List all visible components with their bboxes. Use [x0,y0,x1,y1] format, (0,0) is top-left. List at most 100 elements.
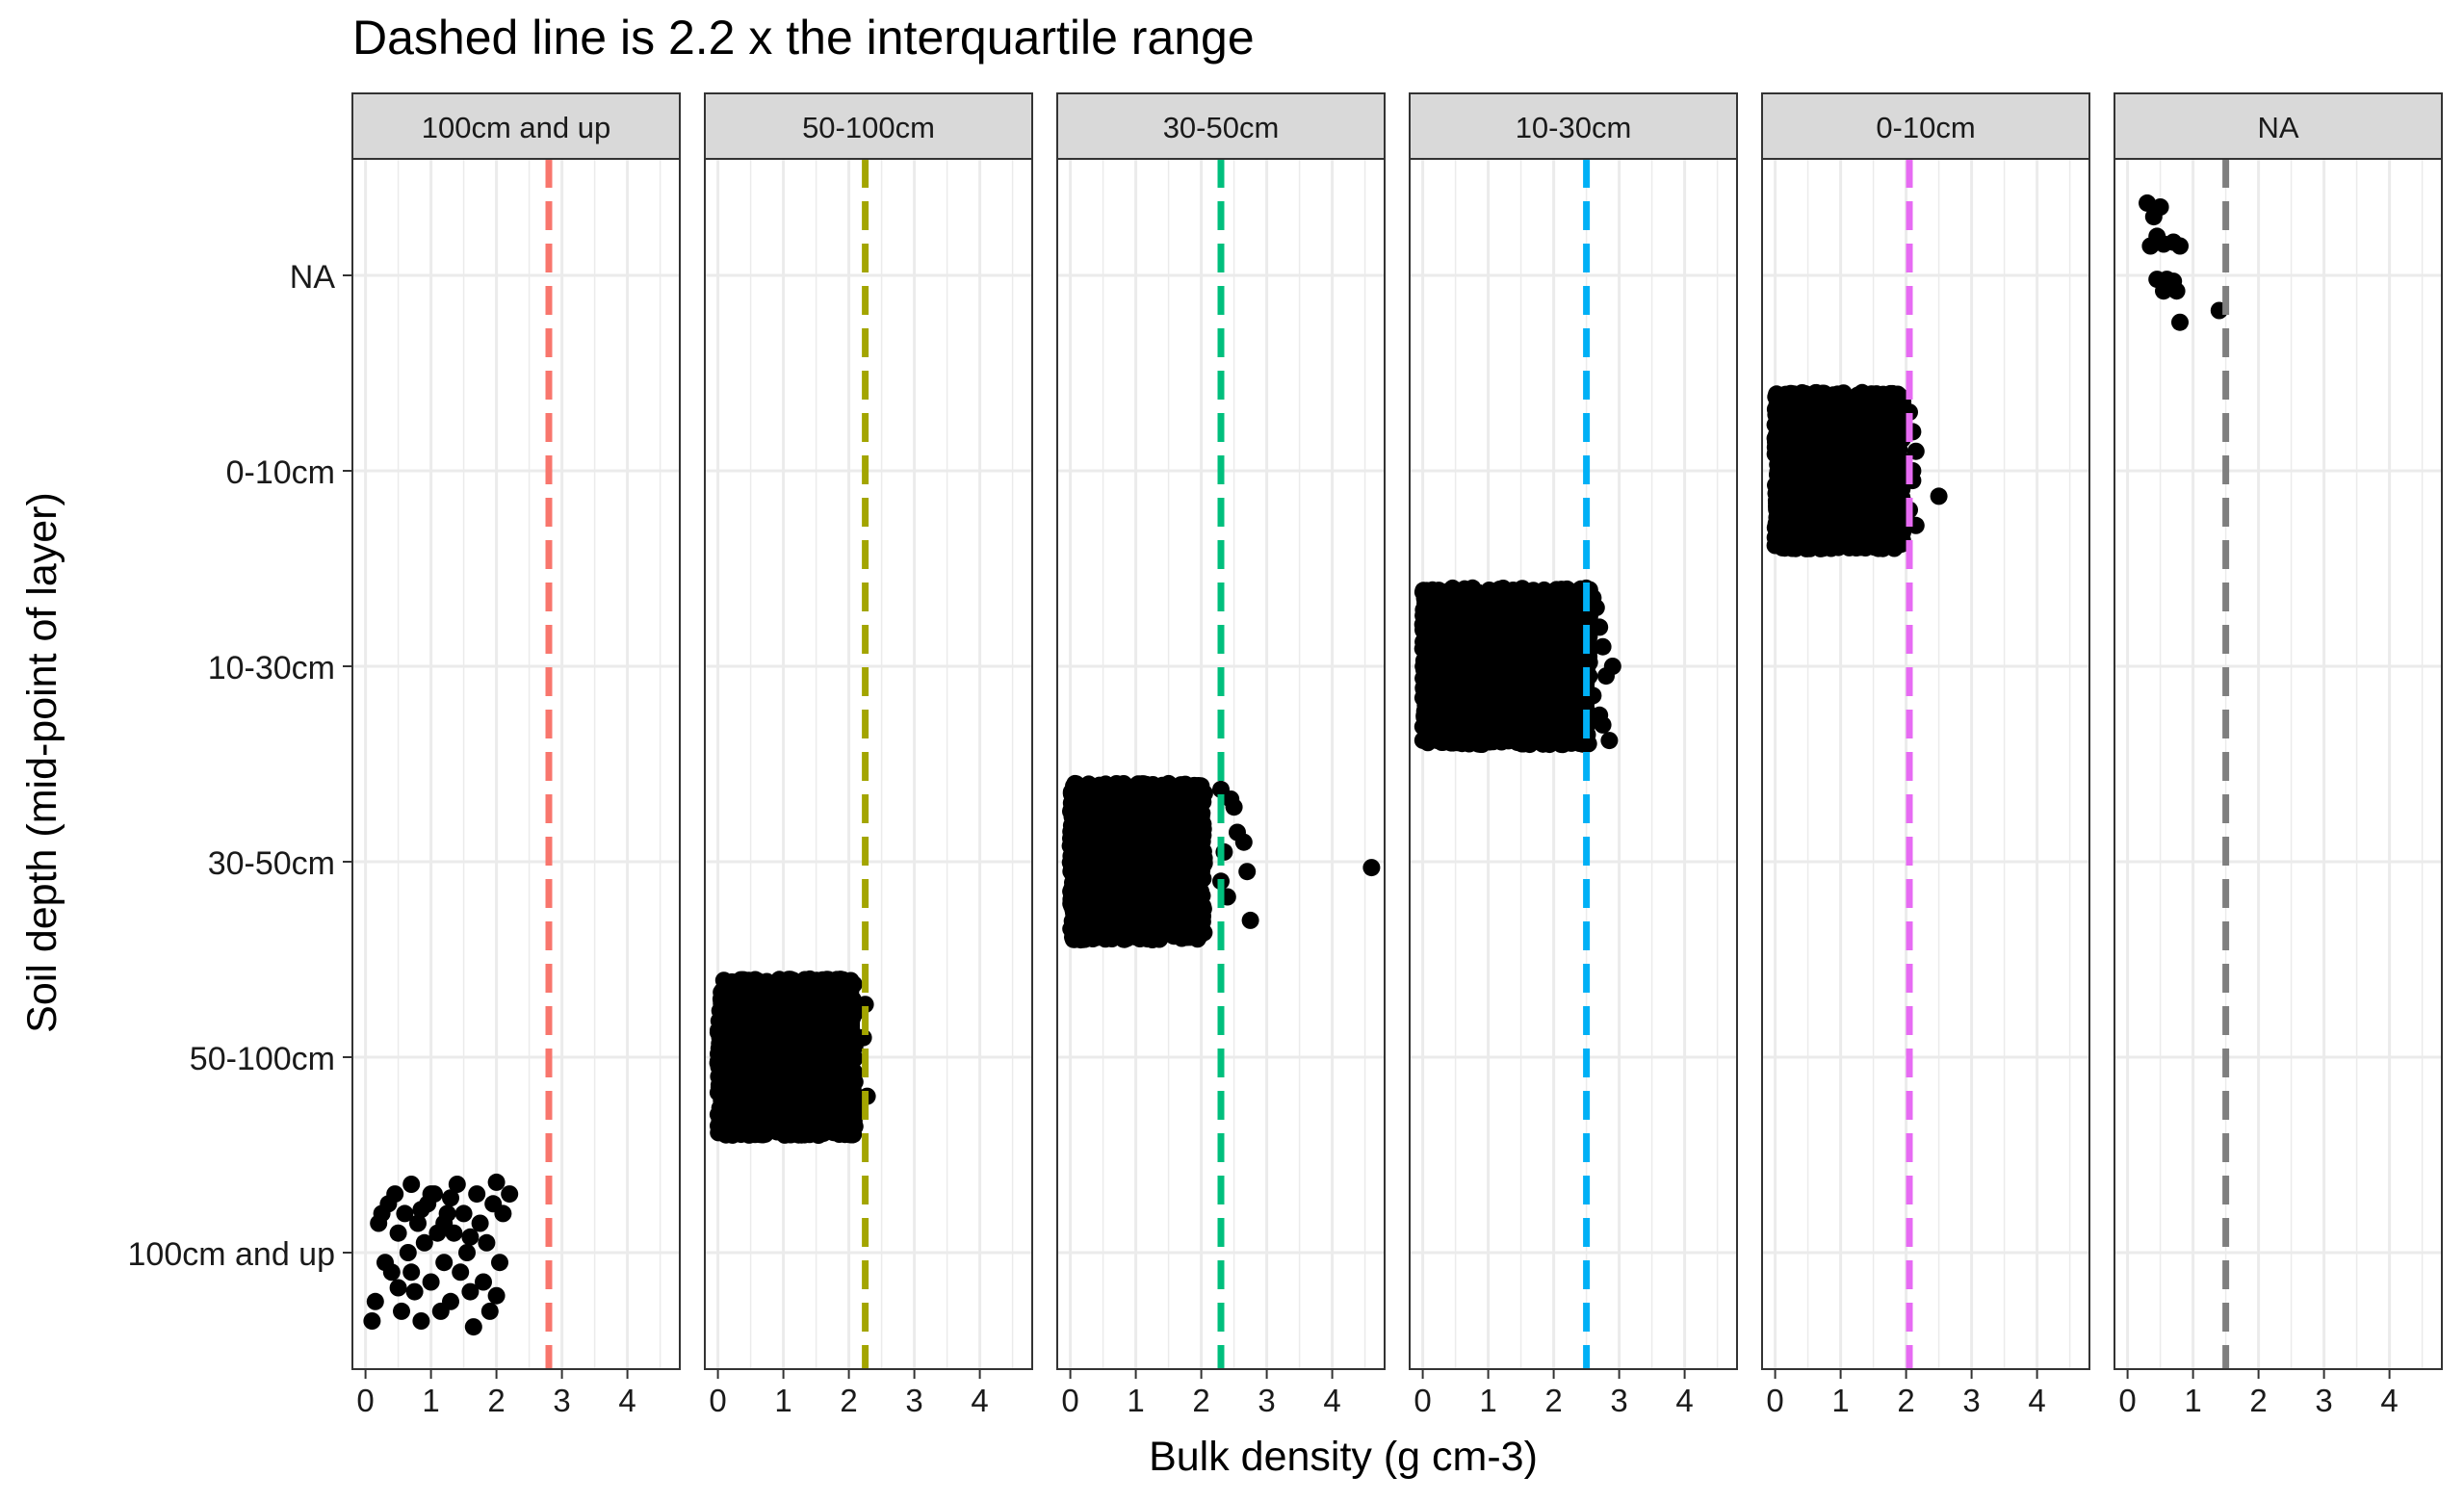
data-point [491,1254,508,1272]
data-point [837,999,855,1017]
data-point [1117,828,1135,846]
data-point [1156,854,1175,872]
data-point [794,1122,813,1140]
data-point [1144,863,1162,881]
data-point [1109,920,1128,939]
panel-border [1056,158,1386,1370]
facet-strip-label: 100cm and up [422,111,610,144]
facet-strip [1409,92,1738,160]
data-point [1241,911,1259,929]
data-point [1096,813,1114,831]
data-point [1079,907,1098,925]
data-point [1138,903,1156,921]
x-tick-label: 3 [905,1383,922,1418]
data-point [1191,926,1209,945]
data-point [409,1214,427,1232]
data-point [1166,922,1184,941]
data-point [452,1263,470,1282]
data-point [471,1214,489,1232]
y-tick-label: 10-30cm [208,650,335,686]
data-point [422,1273,440,1291]
data-point [1187,847,1206,865]
data-point [1064,928,1081,946]
y-tick-label: 100cm and up [128,1236,336,1273]
data-point [442,1292,459,1310]
x-tick-label: 3 [553,1383,570,1418]
data-point [454,1204,473,1223]
data-point [376,1254,394,1272]
x-tick-label: 0 [709,1383,726,1418]
data-point [804,1048,822,1066]
data-point [399,1244,417,1261]
data-point [389,1224,407,1242]
data-point [1106,780,1124,798]
data-point [1362,859,1381,877]
x-tick-label: 2 [487,1383,505,1418]
data-point [743,1042,762,1060]
data-point [1138,841,1156,859]
data-point [749,1007,767,1025]
data-point [747,1076,765,1095]
data-point [781,1000,799,1018]
data-point [480,1302,499,1320]
data-point [716,1119,735,1137]
data-point [389,1279,407,1297]
data-point [478,1233,496,1252]
data-point [1064,843,1082,862]
data-point [461,1228,480,1246]
data-point [386,1185,404,1204]
data-point [1103,834,1122,852]
data-point [1087,778,1105,796]
data-point [1175,799,1192,817]
data-point [827,1078,845,1097]
data-point [366,1292,384,1310]
x-tick-label: 1 [1127,1383,1144,1418]
data-points [363,1173,519,1336]
facet-strip [1056,92,1386,160]
data-point [475,1273,492,1291]
x-axis-title: Bulk density (g cm-3) [1149,1434,1538,1480]
data-point [1234,833,1253,851]
data-points [1414,579,1621,754]
data-point [1110,855,1128,873]
data-point [716,1035,735,1053]
data-point [1146,808,1164,826]
data-point [781,976,799,995]
facet-strip-label: 30-50cm [1163,111,1280,144]
data-point [412,1312,430,1330]
panel-background [1410,159,1737,1369]
data-point [1192,864,1210,882]
data-point [402,1176,421,1193]
y-tick-label: 0-10cm [226,454,335,491]
x-tick-label: 3 [1258,1383,1275,1418]
data-point [1163,816,1181,835]
data-point [487,1173,506,1191]
y-tick-label: NA [290,259,336,296]
data-point [1157,876,1176,893]
data-point [764,1095,782,1113]
data-point [718,1078,737,1097]
data-point [1136,826,1154,844]
data-point [1183,901,1202,919]
data-point [405,1282,424,1301]
data-point [1119,778,1137,796]
data-point [435,1214,454,1232]
data-point [402,1263,421,1282]
y-tick-label: 50-100cm [190,1041,335,1077]
x-tick-label: 0 [1061,1383,1078,1418]
data-point [442,1189,459,1207]
data-point [1185,834,1204,852]
data-point [1073,782,1091,800]
data-point [1127,811,1145,829]
data-point [422,1185,440,1204]
data-point [1081,801,1100,819]
data-points [1061,774,1381,949]
y-axis-title: Soil depth (mid-point of layer) [19,492,65,1033]
y-tick-label: 30-50cm [208,845,335,882]
data-point [845,1117,864,1135]
data-point [795,1000,814,1019]
data-point [746,1126,765,1144]
